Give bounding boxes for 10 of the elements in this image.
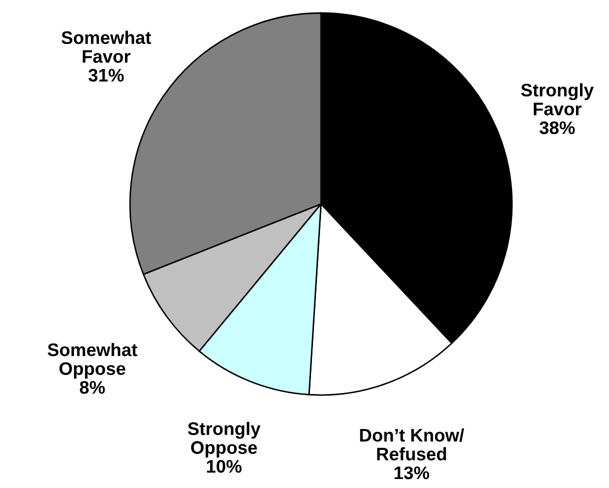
data-label: 31% (88, 68, 124, 82)
slice-label: Somewhat Oppose (48, 342, 138, 379)
data-label: 13% (394, 466, 430, 480)
slice-label: Somewhat Favor (62, 30, 152, 63)
slice-label: Don’t Know/ Refused (360, 428, 464, 460)
slice-label: Strongly Favor (521, 83, 594, 116)
data-label: 8% (80, 381, 105, 394)
slice-label: Strongly Oppose (188, 422, 260, 458)
data-label: 38% (540, 121, 575, 134)
data-label: 10% (207, 460, 242, 473)
